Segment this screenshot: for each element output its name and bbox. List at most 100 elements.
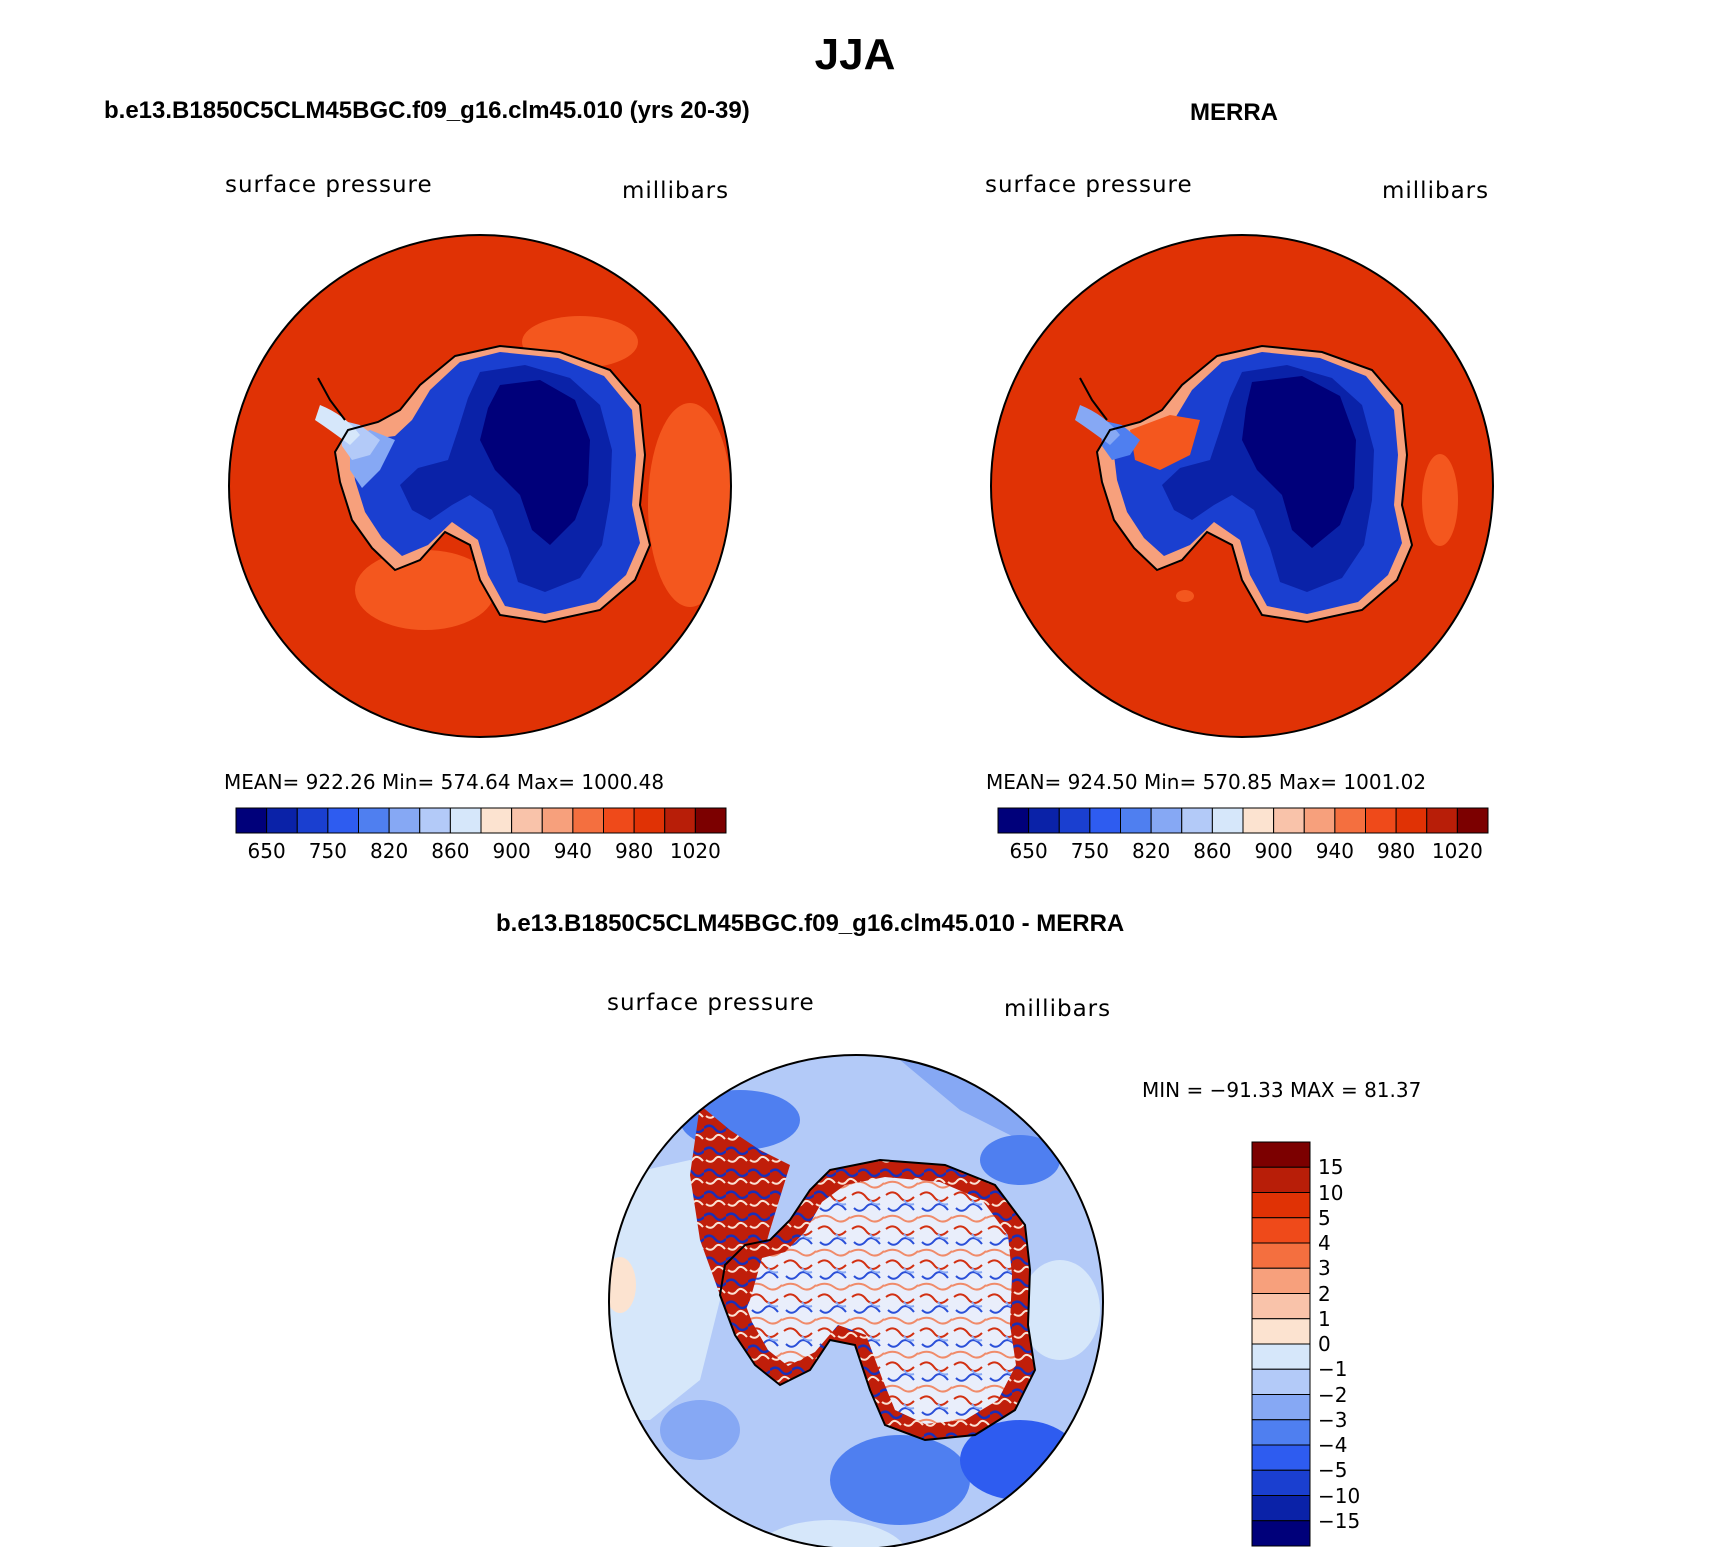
difference-colorbar-swatch bbox=[1251, 1318, 1311, 1345]
difference-colorbar-swatch bbox=[1251, 1192, 1311, 1219]
panel-2-title: MERRA bbox=[1190, 99, 1278, 126]
map-merra-border bbox=[990, 234, 1494, 738]
difference-title: b.e13.B1850C5CLM45BGC.f09_g16.clm45.010 … bbox=[496, 910, 1125, 937]
panel-2-colorbar-swatch bbox=[997, 807, 1030, 834]
panel-1-colorbar-swatch bbox=[327, 807, 359, 834]
difference-colorbar-swatch bbox=[1251, 1217, 1311, 1244]
panel-2-colorbar-tick-label: 1020 bbox=[1431, 839, 1483, 863]
map-model-coastline bbox=[333, 344, 652, 624]
panel-2-colorbar-swatch bbox=[1395, 807, 1428, 834]
panel-1-colorbar-swatch bbox=[480, 807, 513, 834]
panel-1-colorbar-swatch bbox=[266, 807, 298, 834]
difference-units-label: millibars bbox=[1004, 996, 1112, 1022]
panel-1-colorbar-swatch bbox=[572, 807, 604, 834]
difference-colorbar-swatch bbox=[1251, 1419, 1311, 1446]
panel-2-colorbar-swatch bbox=[1150, 807, 1183, 834]
difference-colorbar-swatch bbox=[1251, 1242, 1311, 1269]
panel-2-colorbar-swatch bbox=[1028, 807, 1060, 834]
difference-colorbar-swatch bbox=[1251, 1166, 1311, 1193]
panel-1-colorbar-swatch bbox=[633, 807, 666, 834]
panel-1-variable-label: surface pressure bbox=[225, 172, 433, 198]
panel-1-colorbar-swatch bbox=[419, 807, 451, 834]
panel-1-colorbar-swatch bbox=[296, 807, 329, 834]
panel-2-colorbar-tick-label: 980 bbox=[1377, 839, 1416, 863]
difference-colorbar-tick-label: −1 bbox=[1318, 1357, 1348, 1382]
panel-2-colorbar-swatch bbox=[1242, 807, 1275, 834]
difference-colorbar-swatch bbox=[1251, 1495, 1311, 1522]
difference-colorbar-tick-label: −2 bbox=[1318, 1382, 1348, 1407]
difference-colorbar-swatch bbox=[1251, 1343, 1311, 1370]
difference-variable-label: surface pressure bbox=[607, 990, 815, 1016]
panel-1-colorbar-tick-label: 860 bbox=[431, 839, 470, 863]
difference-colorbar-tick-label: 1 bbox=[1318, 1306, 1331, 1331]
difference-colorbar-tick-label: 3 bbox=[1318, 1256, 1331, 1281]
map-merra bbox=[991, 235, 1493, 737]
map-model-border bbox=[228, 234, 732, 738]
difference-colorbar-tick-label: 5 bbox=[1318, 1205, 1331, 1230]
panel-1-colorbar-tick-label: 650 bbox=[247, 839, 286, 863]
panel-2-colorbar-swatch bbox=[1120, 807, 1152, 834]
panel-1-colorbar-tick-label: 750 bbox=[308, 839, 347, 863]
panel-2-colorbar-tick-label: 750 bbox=[1070, 839, 1109, 863]
panel-1-colorbar-swatch bbox=[235, 807, 268, 834]
panel-1-units-label: millibars bbox=[622, 178, 730, 204]
panel-1-colorbar-tick-label: 900 bbox=[492, 839, 531, 863]
difference-colorbar bbox=[1251, 1141, 1311, 1547]
map-difference-coastline bbox=[718, 1158, 1037, 1442]
panel-1-colorbar-swatch bbox=[694, 807, 727, 834]
difference-colorbar-tick-label: 10 bbox=[1318, 1180, 1344, 1205]
map-model bbox=[229, 235, 731, 737]
panel-2-colorbar-tick-label: 860 bbox=[1193, 839, 1232, 863]
difference-colorbar-tick-label: 0 bbox=[1318, 1332, 1331, 1356]
panel-2-colorbar-tick-label: 820 bbox=[1132, 839, 1171, 863]
panel-2-colorbar-swatch bbox=[1058, 807, 1091, 834]
difference-colorbar-swatch bbox=[1251, 1293, 1311, 1320]
difference-colorbar-swatch bbox=[1251, 1267, 1311, 1294]
panel-2-units-label: millibars bbox=[1382, 178, 1490, 204]
panel-1-colorbar-swatch bbox=[388, 807, 421, 834]
panel-1-colorbar-swatch bbox=[449, 807, 482, 834]
panel-1-colorbar-swatch bbox=[603, 807, 635, 834]
panel-1-colorbar-tick-label: 1020 bbox=[669, 839, 721, 863]
difference-colorbar-tick-label: −4 bbox=[1318, 1433, 1348, 1457]
panel-1-colorbar-swatch bbox=[664, 807, 696, 834]
panel-2-colorbar-swatch bbox=[1365, 807, 1397, 834]
panel-1-title: b.e13.B1850C5CLM45BGC.f09_g16.clm45.010 … bbox=[104, 97, 750, 124]
panel-1-colorbar-swatch bbox=[541, 807, 574, 834]
map-difference-border bbox=[608, 1054, 1104, 1547]
map-merra-coastline bbox=[1095, 344, 1414, 624]
panel-2-colorbar-swatch bbox=[1334, 807, 1366, 834]
panel-2-colorbar-swatch bbox=[1211, 807, 1244, 834]
panel-2-colorbar-tick-label: 900 bbox=[1254, 839, 1293, 863]
panel-2-colorbar-swatch bbox=[1303, 807, 1336, 834]
panel-2-variable-label: surface pressure bbox=[985, 172, 1193, 198]
panel-2-colorbar-swatch bbox=[1273, 807, 1305, 834]
difference-colorbar-tick-label: 2 bbox=[1318, 1281, 1331, 1306]
main-title: JJA bbox=[814, 30, 896, 79]
panel-2-colorbar-tick-label: 940 bbox=[1315, 839, 1354, 863]
panel-1-colorbar-tick-label: 940 bbox=[553, 839, 592, 863]
panel-1-colorbar-swatch bbox=[358, 807, 390, 834]
difference-colorbar-swatch bbox=[1251, 1368, 1311, 1395]
difference-colorbar-swatch bbox=[1251, 1469, 1311, 1496]
panel-2-colorbar-swatch bbox=[1426, 807, 1458, 834]
difference-colorbar-tick-label: 15 bbox=[1318, 1155, 1344, 1180]
panel-2-colorbar-tick-label: 650 bbox=[1009, 839, 1048, 863]
panel-2-colorbar bbox=[997, 807, 1489, 834]
difference-stats: MIN = −91.33 MAX = 81.37 bbox=[1142, 1078, 1422, 1102]
difference-colorbar-tick-label: −5 bbox=[1318, 1458, 1348, 1483]
difference-colorbar-swatch bbox=[1251, 1444, 1311, 1471]
panel-1-stats: MEAN= 922.26 Min= 574.64 Max= 1000.48 bbox=[224, 770, 665, 794]
panel-1-colorbar-swatch bbox=[511, 807, 543, 834]
difference-colorbar-tick-label: −15 bbox=[1318, 1508, 1361, 1533]
panel-2-colorbar-swatch bbox=[1181, 807, 1213, 834]
panel-2-colorbar-swatch bbox=[1089, 807, 1121, 834]
difference-colorbar-tick-label: −10 bbox=[1318, 1483, 1361, 1508]
difference-colorbar-swatch bbox=[1251, 1141, 1311, 1168]
panel-2-stats: MEAN= 924.50 Min= 570.85 Max= 1001.02 bbox=[986, 770, 1427, 794]
panel-1-colorbar bbox=[235, 807, 727, 834]
difference-colorbar-swatch bbox=[1251, 1520, 1311, 1547]
panel-1-colorbar-tick-label: 820 bbox=[370, 839, 409, 863]
panel-1-colorbar-tick-label: 980 bbox=[615, 839, 654, 863]
